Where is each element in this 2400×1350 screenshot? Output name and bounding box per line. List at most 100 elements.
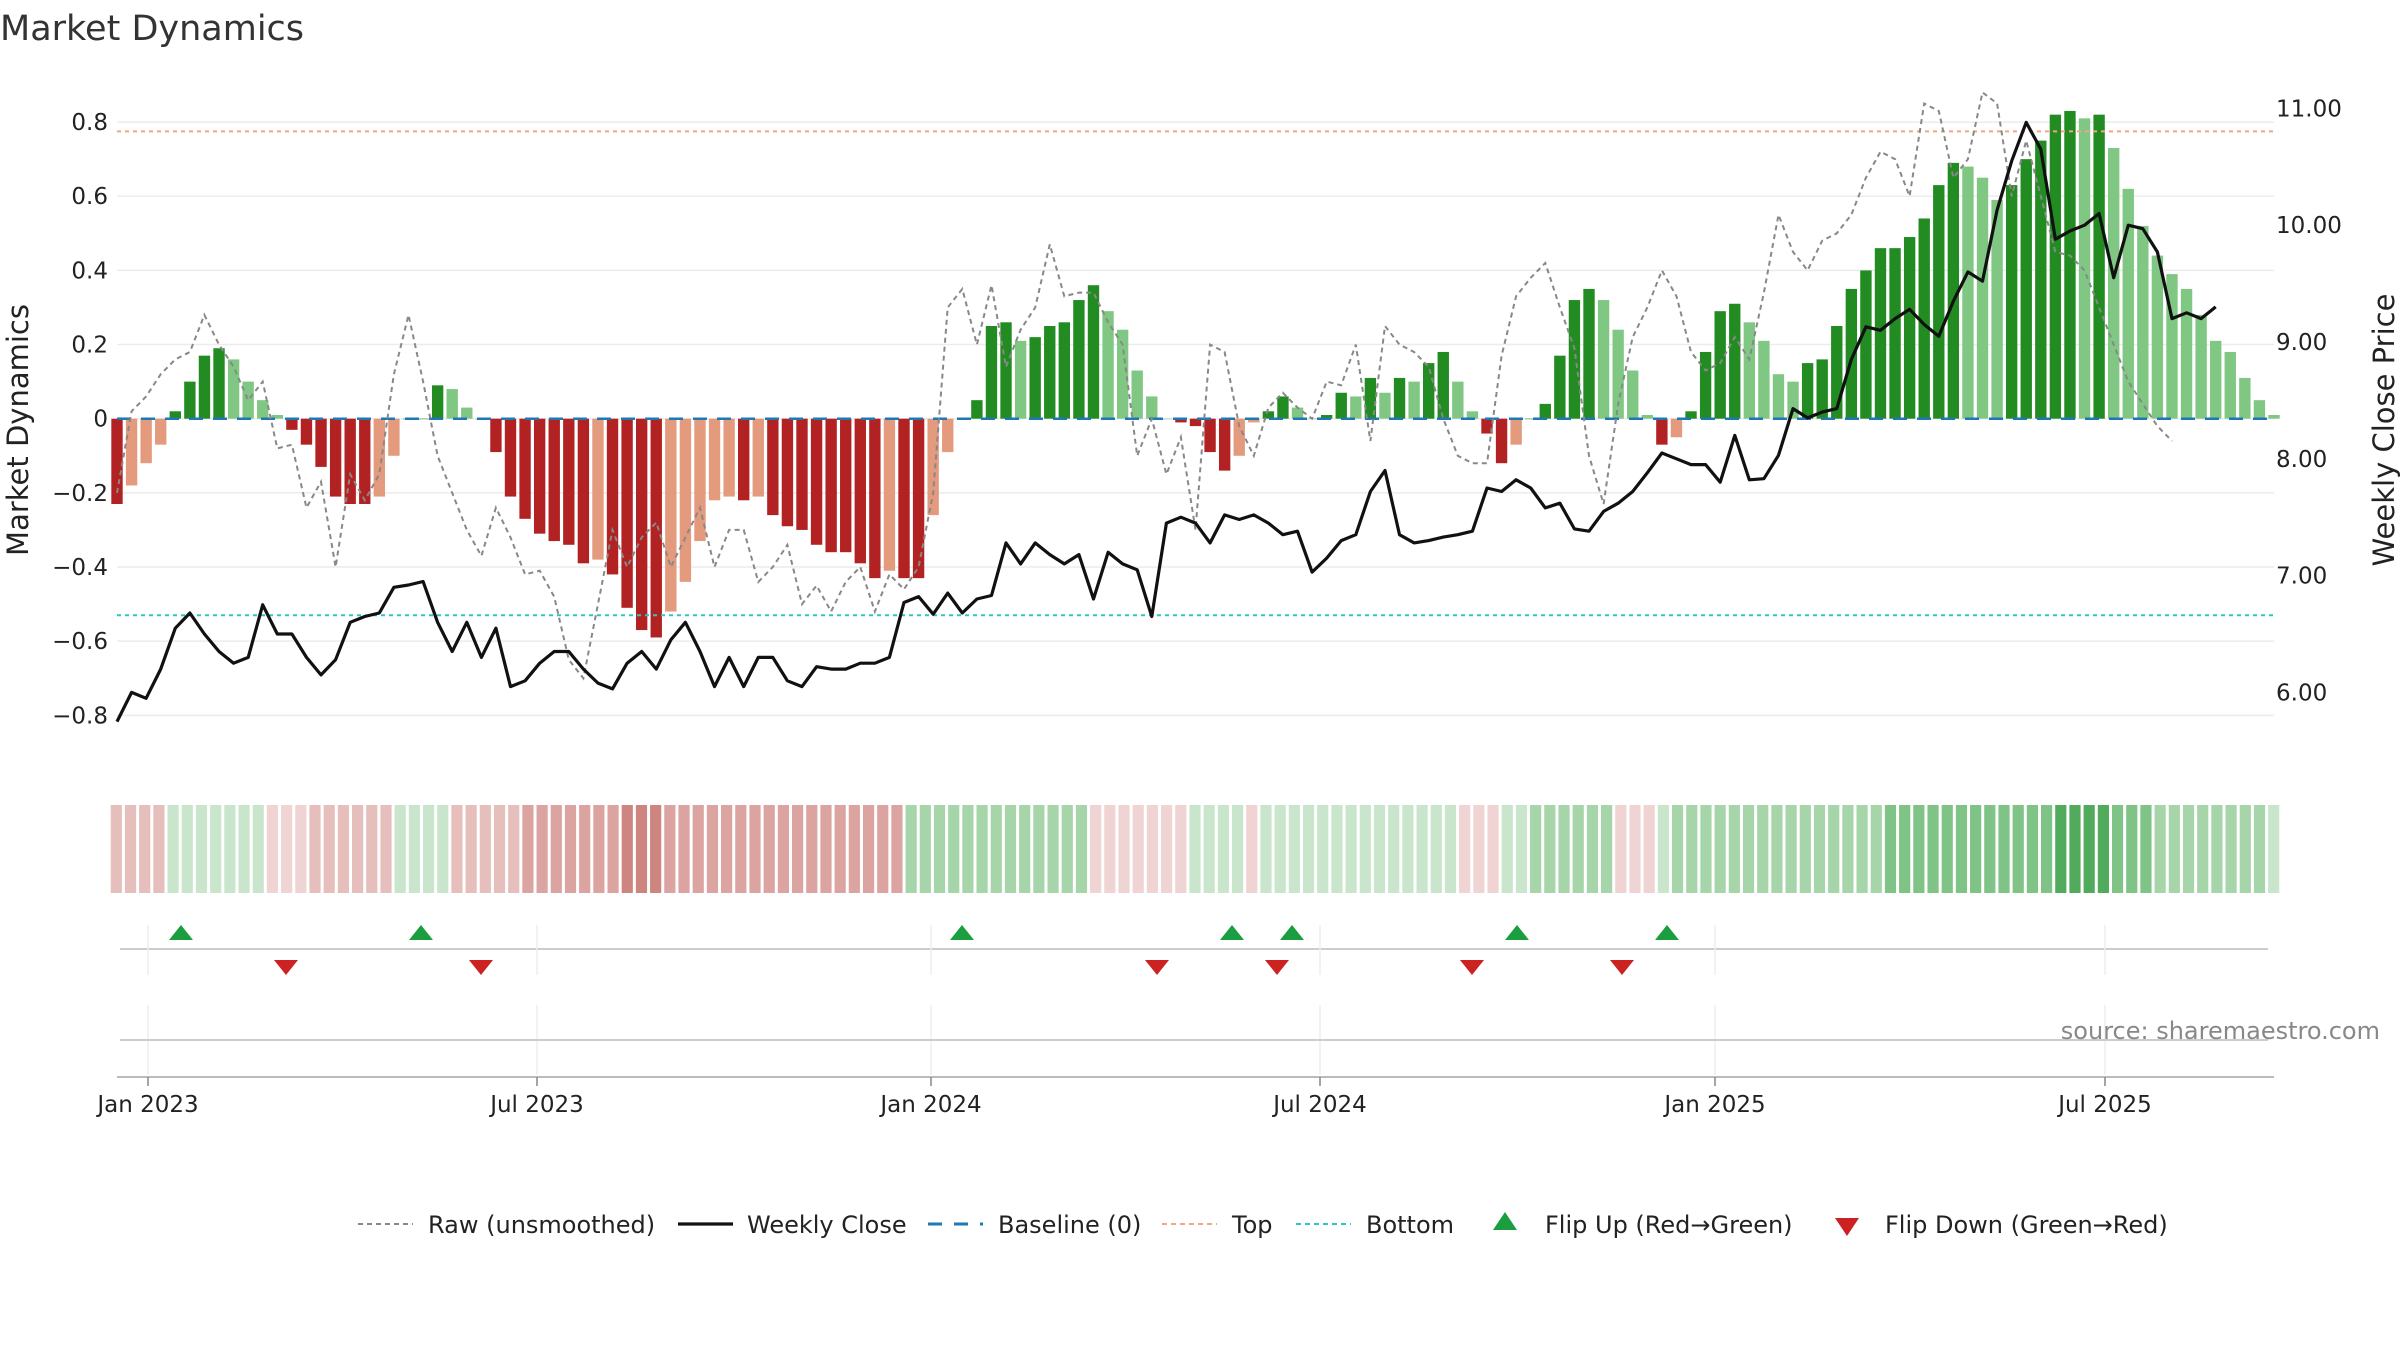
md-bar [1102,311,1114,419]
md-bar [2005,185,2018,419]
md-bar [1714,311,1726,419]
heat-cell [2140,805,2152,893]
heat-cell [281,805,293,893]
md-bar [1466,411,1479,419]
heat-cell [1359,805,1371,893]
md-bar [679,418,692,582]
heat-cell [508,805,520,893]
heat-cell [1998,805,2010,893]
flip-up-marker [169,925,193,940]
lower-panel [117,1005,2274,1078]
flip-up-marker [1280,925,1304,940]
y2-tick-label: 10.00 [2276,213,2342,239]
y-tick-label: 0.4 [71,258,108,284]
heat-cell [2239,805,2251,893]
heat-cell [1941,805,1953,893]
y-axis-ticks: −0.8 −0.6 −0.4 −0.2 0 0.2 0.4 0.6 0.8 [52,110,108,729]
heat-cell [1373,805,1386,893]
heat-cell [579,805,591,893]
md-bar [1539,403,1551,419]
md-bar [708,418,721,501]
md-bar [840,418,852,553]
heat-cell [2182,805,2195,893]
md-bar [1364,377,1377,419]
md-bar [1525,418,1537,420]
heat-cell [1544,805,1556,893]
heat-cell [295,805,307,893]
md-bar [927,418,939,516]
md-bar [1976,177,1989,419]
heat-cell [1728,805,1740,893]
heat-cell [1189,805,1201,893]
heat-cell [1061,805,1073,893]
heat-cell [777,805,789,893]
heat-cell [1842,805,1854,893]
heat-cell [1955,805,1968,893]
heat-cell [1246,805,1258,893]
md-bar [1379,392,1391,419]
heat-cell [1444,805,1457,893]
heat-cell [706,805,719,893]
heat-cell [1004,805,1017,893]
md-bar [971,400,983,419]
md-bar [1291,407,1304,419]
heat-cell [124,805,137,893]
heat-cell [1161,805,1173,893]
md-bar [1670,418,1683,438]
heat-cell [337,805,349,893]
md-bar [606,418,619,575]
heat-cell [848,805,860,893]
md-bar [635,418,648,631]
heat-cell [1047,805,1059,893]
md-bar [1423,363,1435,419]
heat-cell [1033,805,1045,893]
md-bar [490,418,502,453]
heat-cell [2111,805,2124,893]
md-bar [2137,225,2149,419]
x-tick-label: Jul 2025 [2056,1092,2152,1118]
x-axis-ticks: Jan 2023 Jul 2023 Jan 2024 Jul 2024 Jan 2025… [95,1077,2152,1118]
y-tick-label: 0.2 [71,333,108,359]
legend-item: Weekly Close [678,1211,907,1239]
md-bar [1204,418,1216,453]
md-bar [1874,248,1887,419]
md-bar [2122,188,2134,419]
heat-cell [593,805,605,893]
heat-cell [1302,805,1315,893]
md-bar [1350,396,1362,419]
heat-cell [1757,805,1769,893]
x-tick-label: Jan 2024 [878,1092,981,1118]
heat-cell [1402,805,1414,893]
heat-cell [394,805,406,893]
heat-cell [1742,805,1755,893]
heat-cell [351,805,364,893]
heat-cell [1870,805,1882,893]
y-tick-label: 0.6 [71,184,108,210]
md-bar [1612,329,1624,419]
md-bar [1991,199,2003,419]
md-bar [1218,418,1231,471]
heat-cell [2041,805,2053,893]
md-bar [1495,418,1508,464]
heat-cell [1686,805,1698,893]
heat-cell [1515,805,1528,893]
md-bar [1554,355,1566,419]
legend-label: Bottom [1366,1211,1454,1239]
md-bar [300,418,313,445]
md-bar [723,418,735,497]
heat-cell [266,805,279,893]
md-bar [1320,415,1333,419]
heat-cell [323,805,335,893]
md-bar [2035,140,2047,419]
md-bar [1175,418,1187,423]
flip-markers [120,925,2268,975]
md-bar [533,418,546,534]
md-bar [1000,322,1012,419]
heat-cell [607,805,619,893]
md-bar [227,359,240,419]
heat-cell [1132,805,1144,893]
md-bar [694,418,706,542]
md-bar [548,418,560,542]
heat-cell [536,805,548,893]
legend-label: Raw (unsmoothed) [428,1211,655,1239]
